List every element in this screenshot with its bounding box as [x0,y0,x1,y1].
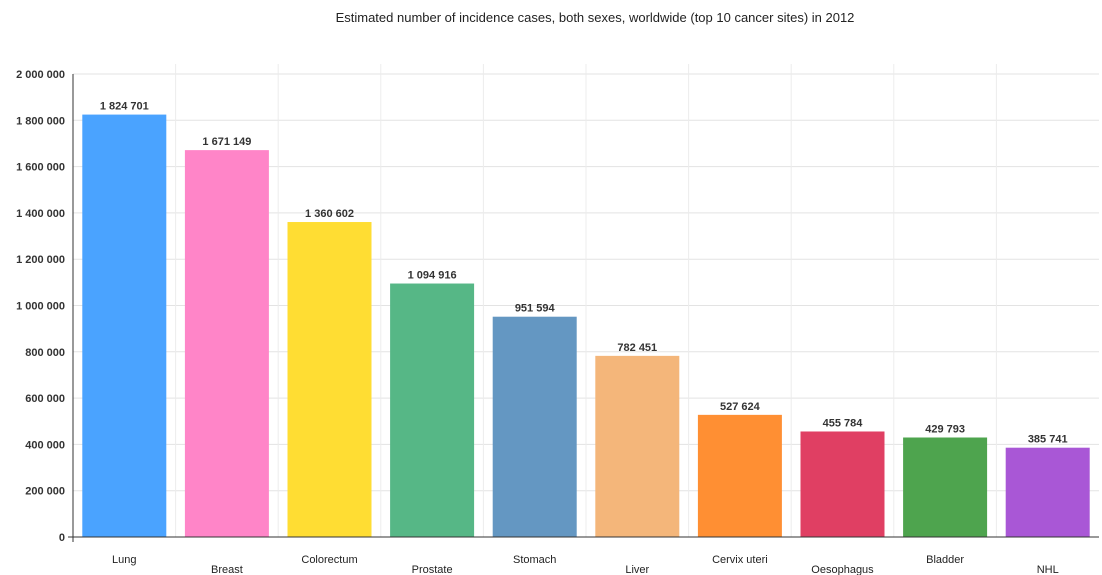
data-label: 1 671 149 [202,136,251,148]
bar-layer [82,114,1090,537]
data-label: 951 594 [515,303,556,315]
x-tick-label: Lung [112,554,136,566]
data-label: 782 451 [617,342,657,354]
y-tick-label: 1 000 000 [16,301,65,313]
x-tick-label: Bladder [926,554,964,566]
chart-title: Estimated number of incidence cases, bot… [335,10,855,25]
y-tick-label: 200 000 [25,486,65,498]
data-label: 527 624 [720,401,761,413]
x-tick-label: Cervix uteri [712,554,768,566]
bar-nhl [1005,447,1090,537]
y-tick-label: 1 400 000 [16,208,65,220]
bar-lung [82,114,167,537]
grid-layer [73,64,1099,537]
x-tick-label: NHL [1037,564,1059,575]
bar-liver [595,355,680,537]
bar-oesophagus [800,431,885,537]
y-tick-label: 400 000 [25,439,65,451]
y-tick-label: 0 [59,532,65,544]
y-tick-label: 1 600 000 [16,162,65,174]
y-tick-label: 1 800 000 [16,115,65,127]
bar-cervix-uteri [697,414,782,537]
x-tick-label: Stomach [513,554,556,566]
y-tick-label: 1 200 000 [16,254,65,266]
data-label: 455 784 [823,417,864,429]
x-tick-label: Prostate [412,564,453,575]
data-label: 1 094 916 [408,270,457,282]
bar-colorectum [287,222,372,537]
data-label: 1 824 701 [100,101,149,113]
data-label: 429 793 [925,424,965,436]
data-label: 385 741 [1028,434,1068,446]
y-tick-label: 800 000 [25,347,65,359]
bar-bladder [903,437,988,537]
axis-layer [68,74,1099,542]
x-tick-label: Liver [625,564,649,575]
bar-breast [184,150,269,537]
data-label: 1 360 602 [305,208,354,220]
x-tick-label: Colorectum [301,554,357,566]
x-tick-label: Oesophagus [811,564,874,575]
label-layer: 0 200 000 400 000 600 000 800 000 1 000 000 1 … [16,69,1068,575]
y-tick-label: 600 000 [25,393,65,405]
y-tick-label: 2 000 000 [16,69,65,81]
bar-stomach [492,316,577,537]
x-tick-label: Breast [211,564,243,575]
bar-prostate [390,283,475,537]
